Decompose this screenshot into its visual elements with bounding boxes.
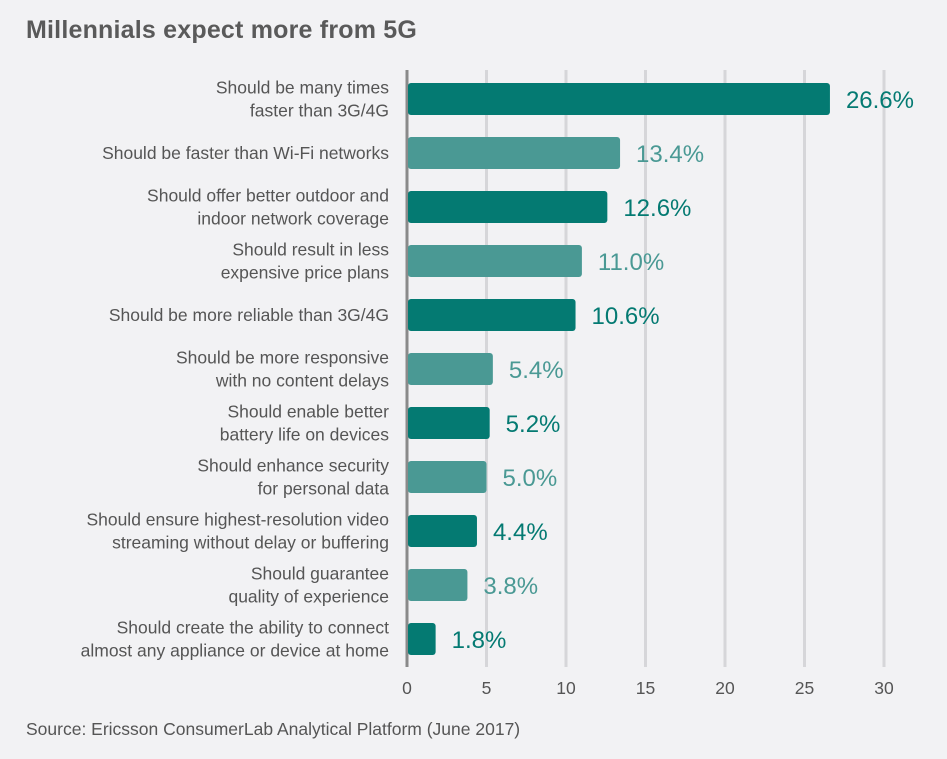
bar — [408, 299, 576, 331]
bar — [408, 623, 436, 655]
category-label: Should be many times — [216, 78, 389, 98]
value-label: 5.0% — [503, 465, 558, 492]
category-label: Should be more responsive — [176, 348, 389, 368]
bar — [408, 515, 477, 547]
category-label: with no content delays — [215, 371, 389, 391]
category-label: Should offer better outdoor and — [147, 186, 389, 206]
bar — [408, 407, 490, 439]
category-label: indoor network coverage — [197, 209, 389, 229]
category-label: Should enable better — [227, 402, 389, 422]
bar — [408, 245, 582, 277]
x-tick-label: 30 — [874, 678, 894, 698]
category-label: Should create the ability to connect — [117, 618, 390, 638]
value-label: 13.4% — [636, 141, 704, 168]
category-label: Should be faster than Wi-Fi networks — [102, 143, 389, 163]
category-label: almost any appliance or device at home — [81, 641, 389, 661]
value-label: 26.6% — [846, 87, 914, 114]
value-label: 10.6% — [592, 303, 660, 330]
x-tick-label: 15 — [636, 678, 655, 698]
bar — [408, 83, 830, 115]
x-tick-label: 20 — [715, 678, 735, 698]
x-tick-label: 25 — [795, 678, 814, 698]
bar — [408, 461, 487, 493]
category-label: Should guarantee — [251, 564, 389, 584]
chart-title: Millennials expect more from 5G — [26, 16, 418, 44]
category-label: Should ensure highest-resolution video — [86, 510, 389, 530]
category-label: battery life on devices — [220, 425, 390, 445]
bar — [408, 353, 493, 385]
category-label: Should enhance security — [197, 456, 389, 476]
x-tick-label: 5 — [482, 678, 492, 698]
category-label: for personal data — [258, 479, 390, 499]
value-label: 3.8% — [483, 573, 538, 600]
category-label: expensive price plans — [221, 263, 390, 283]
bar — [408, 191, 608, 223]
value-label: 5.4% — [509, 357, 564, 384]
source-note: Source: Ericsson ConsumerLab Analytical … — [26, 719, 521, 739]
bar — [408, 137, 621, 169]
category-label: Should be more reliable than 3G/4G — [109, 305, 389, 325]
x-tick-label: 10 — [556, 678, 576, 698]
value-label: 1.8% — [452, 627, 507, 654]
value-label: 12.6% — [623, 195, 691, 222]
category-label: streaming without delay or buffering — [112, 533, 389, 553]
value-label: 11.0% — [598, 249, 664, 276]
value-label: 5.2% — [506, 411, 561, 438]
category-label: Should result in less — [232, 240, 389, 260]
bar — [408, 569, 468, 601]
category-label: faster than 3G/4G — [250, 101, 389, 121]
category-label: quality of experience — [228, 587, 389, 607]
x-tick-label: 0 — [402, 678, 412, 698]
value-label: 4.4% — [493, 519, 548, 546]
